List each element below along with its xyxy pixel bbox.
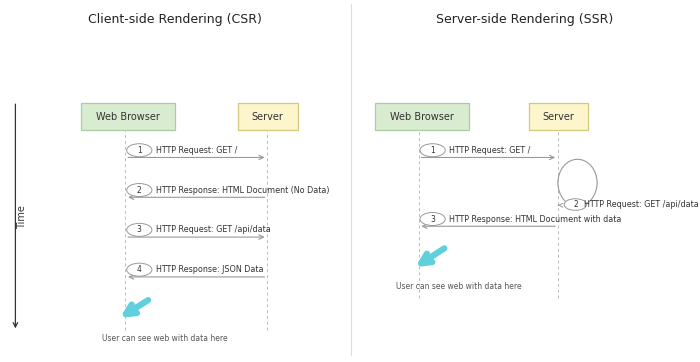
FancyBboxPatch shape [374,103,469,130]
Circle shape [127,184,152,197]
Text: HTTP Request: GET /api/data: HTTP Request: GET /api/data [584,200,699,209]
Text: 3: 3 [137,226,141,234]
FancyBboxPatch shape [80,103,175,130]
Text: 2: 2 [137,186,141,194]
Text: Server: Server [252,112,284,122]
Text: User can see web with data here: User can see web with data here [395,282,522,291]
Circle shape [564,199,587,210]
Text: Time: Time [18,205,27,229]
Text: 3: 3 [430,215,435,223]
Text: Server: Server [542,112,574,122]
Circle shape [420,212,445,226]
Text: 4: 4 [137,265,141,274]
Text: 1: 1 [430,146,435,155]
Text: HTTP Request: GET /: HTTP Request: GET / [449,146,531,155]
Text: 1: 1 [137,146,141,155]
Text: Server-side Rendering (SSR): Server-side Rendering (SSR) [436,13,614,26]
Text: HTTP Response: HTML Document with data: HTTP Response: HTML Document with data [449,215,622,223]
Text: Web Browser: Web Browser [96,112,160,122]
FancyBboxPatch shape [528,103,588,130]
Circle shape [127,263,152,276]
Text: User can see web with data here: User can see web with data here [102,334,228,343]
Circle shape [420,144,445,157]
Text: HTTP Request: GET /: HTTP Request: GET / [156,146,237,155]
Text: HTTP Response: HTML Document (No Data): HTTP Response: HTML Document (No Data) [156,186,330,194]
Circle shape [127,144,152,157]
Text: HTTP Request: GET /api/data: HTTP Request: GET /api/data [156,226,271,234]
Text: 2: 2 [573,200,578,209]
Text: Client-side Rendering (CSR): Client-side Rendering (CSR) [88,13,262,26]
FancyBboxPatch shape [238,103,298,130]
Text: Web Browser: Web Browser [390,112,454,122]
Circle shape [127,223,152,236]
Text: HTTP Response: JSON Data: HTTP Response: JSON Data [156,265,264,274]
